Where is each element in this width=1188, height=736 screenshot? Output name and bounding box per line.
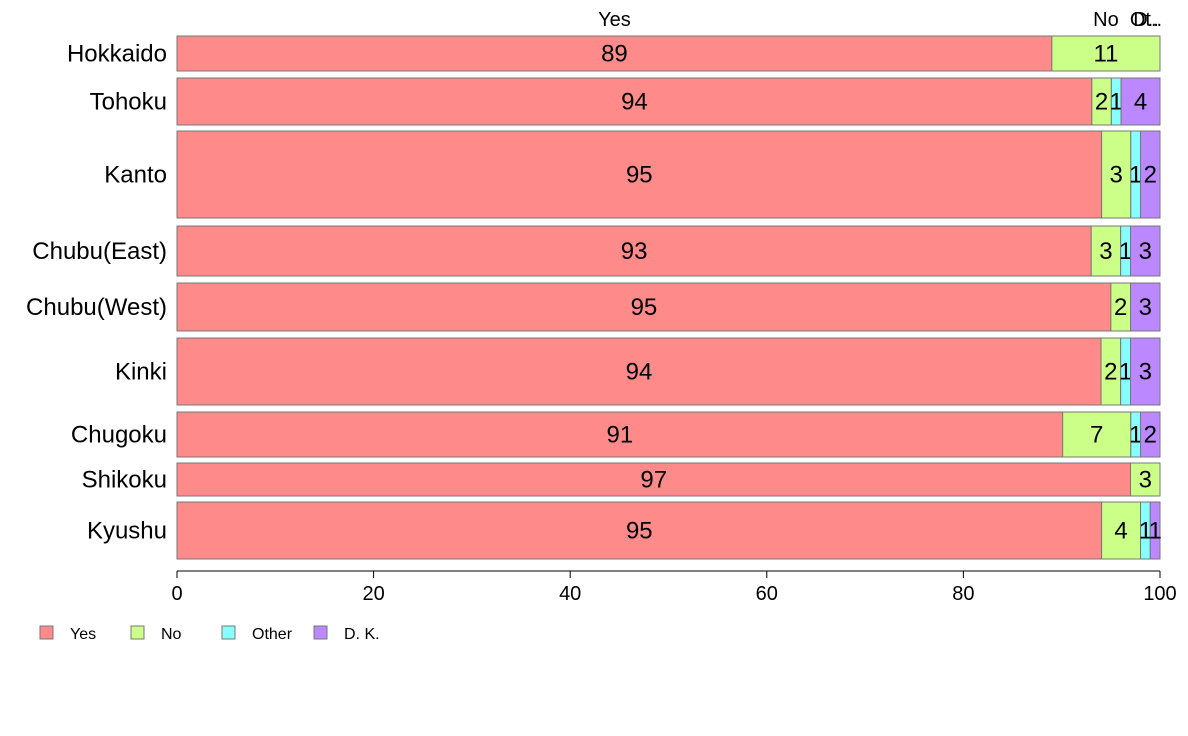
data-label: 3 xyxy=(1139,359,1152,386)
data-label: 1 xyxy=(1148,518,1161,545)
x-tick-label: 40 xyxy=(559,583,581,605)
bar-segment xyxy=(1051,35,1161,72)
data-label: 95 xyxy=(626,162,653,189)
bar-segment xyxy=(1130,337,1161,406)
data-label: 4 xyxy=(1134,89,1147,116)
bar-segment xyxy=(1130,282,1161,332)
data-label: 2 xyxy=(1144,162,1157,189)
category-label: Shikoku xyxy=(82,467,167,494)
data-label: 1 xyxy=(1129,422,1142,449)
top-series-label: Ot.. xyxy=(1130,9,1162,31)
data-label: 95 xyxy=(631,294,658,321)
x-tick-label: 0 xyxy=(171,583,182,605)
x-tick-label: 60 xyxy=(756,583,778,605)
data-label: 94 xyxy=(626,359,653,386)
data-label: 95 xyxy=(626,518,653,545)
data-label: 3 xyxy=(1139,294,1152,321)
data-label: 93 xyxy=(621,238,648,265)
data-label: 11 xyxy=(1093,41,1118,68)
data-label: 1 xyxy=(1119,359,1132,386)
legend-swatch xyxy=(130,625,145,640)
data-label: 1 xyxy=(1139,518,1152,545)
data-label: 1 xyxy=(1129,162,1142,189)
bar-segment xyxy=(176,225,1092,277)
bar-segment xyxy=(1140,411,1161,458)
legend-label: D. K. xyxy=(344,626,380,643)
data-label: 3 xyxy=(1139,238,1152,265)
data-label: 3 xyxy=(1110,162,1123,189)
bar-segment xyxy=(1149,501,1161,560)
data-label: 2 xyxy=(1095,89,1108,116)
legend-label: Yes xyxy=(70,626,96,643)
bar-segment xyxy=(1090,225,1122,277)
data-label: 2 xyxy=(1144,422,1157,449)
category-label: Chugoku xyxy=(71,422,167,449)
data-label: 3 xyxy=(1099,238,1112,265)
legend-swatch xyxy=(313,625,328,640)
data-label: 4 xyxy=(1114,518,1127,545)
data-label: 1 xyxy=(1110,89,1123,116)
top-series-label: Yes xyxy=(598,9,631,31)
data-label: 2 xyxy=(1104,359,1117,386)
category-label: Tohoku xyxy=(90,89,167,116)
category-label: Chubu(East) xyxy=(32,238,167,265)
bar-segment xyxy=(1130,225,1161,277)
legend-label: Other xyxy=(252,626,293,643)
data-label: 89 xyxy=(601,41,628,68)
category-label: Kanto xyxy=(104,162,167,189)
bar-segment xyxy=(176,462,1132,497)
bar-segment xyxy=(1101,130,1132,219)
data-label: 91 xyxy=(606,422,633,449)
category-label: Kyushu xyxy=(87,518,167,545)
top-series-label: D.. xyxy=(1133,9,1159,31)
bar-segment xyxy=(176,411,1064,458)
data-label: 3 xyxy=(1139,467,1152,494)
x-tick-label: 80 xyxy=(952,583,974,605)
bar-segment xyxy=(1101,501,1142,560)
bar-segment xyxy=(1062,411,1132,458)
category-label: Hokkaido xyxy=(67,41,167,68)
data-label: 94 xyxy=(621,89,648,116)
x-tick-label: 20 xyxy=(362,583,384,605)
bar-segment xyxy=(1140,130,1161,219)
data-label: 97 xyxy=(640,467,667,494)
category-label: Kinki xyxy=(115,359,167,386)
bar-segment xyxy=(1130,462,1161,497)
legend-swatch xyxy=(221,625,236,640)
bar-segment xyxy=(176,501,1103,560)
x-tick-label: 100 xyxy=(1143,583,1176,605)
bar-segment xyxy=(1120,77,1161,126)
legend-swatch xyxy=(39,625,54,640)
legend-label: No xyxy=(161,626,182,643)
data-label: 1 xyxy=(1119,238,1132,265)
top-series-label: No xyxy=(1093,9,1119,31)
category-label: Chubu(West) xyxy=(26,294,167,321)
bar-segment xyxy=(176,337,1102,406)
data-label: 2 xyxy=(1114,294,1127,321)
data-label: 7 xyxy=(1090,422,1103,449)
